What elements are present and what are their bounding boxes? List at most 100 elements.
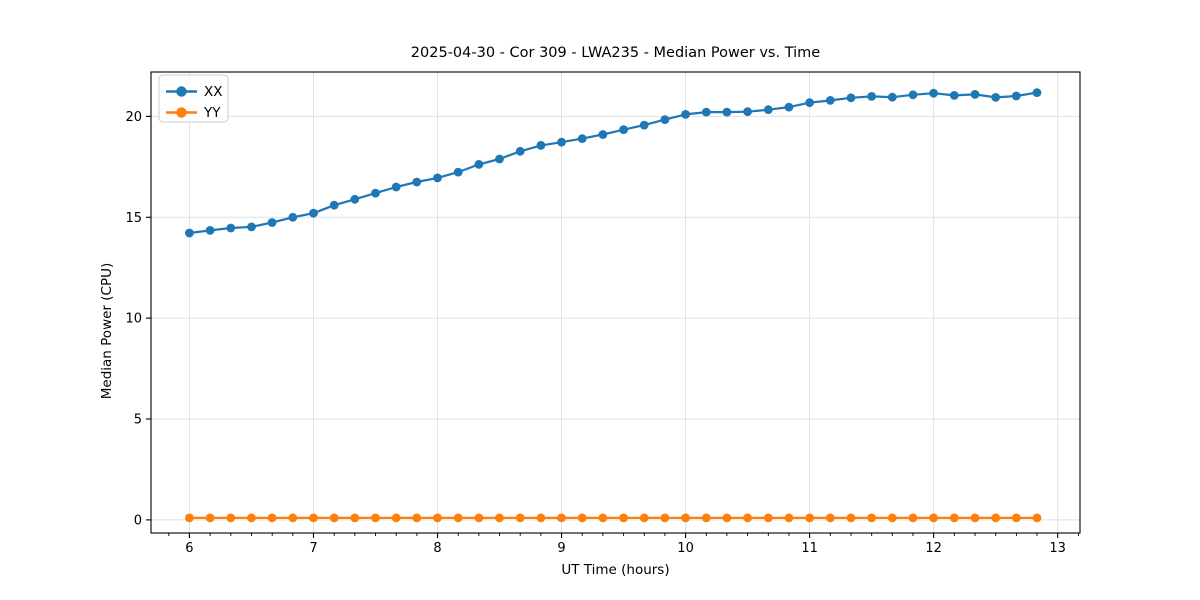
series-marker-yy — [205, 513, 215, 523]
series-marker-yy — [908, 513, 918, 523]
series-marker-xx — [226, 223, 236, 233]
series-marker-xx — [991, 93, 1001, 102]
series-marker-yy — [412, 513, 422, 523]
series-marker-yy — [743, 513, 752, 523]
series-marker-yy — [805, 513, 814, 523]
series-marker-xx — [763, 105, 773, 115]
x-axis-label: UT Time (hours) — [561, 562, 670, 578]
series-marker-xx — [970, 90, 980, 99]
series-marker-yy — [247, 513, 256, 523]
series-marker-yy — [557, 513, 566, 523]
series-marker-xx — [453, 167, 463, 177]
x-tick-label: 12 — [925, 541, 942, 556]
x-tick-label: 11 — [801, 541, 818, 556]
series-marker-yy — [536, 513, 546, 523]
x-tick-label: 10 — [677, 541, 694, 556]
series-marker-xx — [536, 141, 546, 150]
series-marker-yy — [453, 513, 463, 523]
series-marker-xx — [185, 228, 194, 238]
x-tick-label: 7 — [309, 541, 317, 556]
series-marker-yy — [226, 513, 236, 523]
series-marker-xx — [247, 222, 256, 232]
series-marker-yy — [681, 513, 690, 523]
series-marker-xx — [350, 194, 360, 204]
series-marker-xx — [929, 88, 938, 98]
series-marker-yy — [495, 513, 504, 523]
series-marker-xx — [557, 137, 566, 147]
series-marker-yy — [309, 513, 318, 523]
series-marker-xx — [1032, 88, 1042, 97]
y-tick-label: 5 — [134, 413, 142, 428]
y-tick-label: 20 — [125, 110, 142, 125]
series-marker-yy — [825, 513, 835, 523]
series-marker-xx — [433, 173, 442, 183]
series-marker-xx — [391, 182, 401, 192]
series-marker-xx — [681, 110, 690, 119]
x-tick-label: 9 — [557, 541, 565, 556]
series-marker-xx — [329, 200, 339, 210]
legend-item-label: YY — [203, 105, 221, 121]
series-marker-xx — [619, 125, 628, 135]
legend-item-label: XX — [204, 84, 223, 100]
series-marker-yy — [619, 513, 628, 523]
series-marker-xx — [887, 92, 897, 102]
x-tick-label: 6 — [185, 541, 193, 556]
series-marker-xx — [908, 90, 918, 100]
series-marker-yy — [185, 513, 194, 523]
series-marker-xx — [288, 212, 298, 222]
series-marker-xx — [495, 154, 504, 164]
series-marker-xx — [867, 92, 876, 101]
series-marker-xx — [371, 188, 380, 198]
series-marker-xx — [784, 102, 794, 112]
series-marker-xx — [267, 218, 277, 227]
series-marker-yy — [701, 513, 711, 523]
series-marker-xx — [309, 208, 318, 218]
series-marker-yy — [1011, 513, 1021, 523]
series-marker-yy — [474, 513, 484, 523]
series-marker-yy — [288, 513, 298, 523]
series-marker-xx — [805, 98, 814, 108]
legend-sample-marker — [176, 86, 187, 97]
series-marker-yy — [391, 513, 401, 523]
legend-box — [158, 74, 229, 123]
series-marker-yy — [1032, 513, 1042, 523]
series-marker-yy — [371, 513, 380, 523]
series-marker-xx — [515, 146, 525, 156]
series-marker-yy — [991, 513, 1001, 523]
series-marker-xx — [474, 160, 484, 169]
series-marker-xx — [205, 226, 215, 235]
series-marker-yy — [639, 513, 649, 523]
plot-border — [150, 71, 1081, 534]
series-marker-yy — [970, 513, 980, 523]
series-marker-xx — [743, 107, 752, 117]
series-marker-yy — [763, 513, 773, 523]
y-axis-label-text: Median Power (CPU) — [99, 262, 115, 400]
series-marker-yy — [722, 513, 732, 523]
series-marker-xx — [949, 91, 959, 100]
series-marker-yy — [660, 513, 670, 523]
series-marker-xx — [1011, 91, 1021, 101]
series-marker-xx — [577, 134, 587, 144]
series-marker-yy — [929, 513, 938, 523]
x-tick-label: 8 — [433, 541, 441, 556]
series-marker-yy — [577, 513, 587, 523]
series-marker-yy — [598, 513, 608, 523]
series-marker-yy — [329, 513, 339, 523]
series-marker-xx — [598, 130, 608, 139]
series-marker-yy — [784, 513, 794, 523]
series-marker-yy — [846, 513, 856, 523]
series-marker-xx — [825, 96, 835, 105]
series-marker-yy — [887, 513, 897, 523]
series-marker-xx — [639, 120, 649, 130]
series-marker-xx — [412, 177, 422, 187]
chart-title: 2025-04-30 - Cor 309 - LWA235 - Median P… — [410, 45, 821, 61]
series-marker-yy — [515, 513, 525, 523]
series-marker-xx — [846, 93, 856, 103]
series-marker-xx — [660, 115, 670, 124]
y-tick-label: 0 — [134, 513, 142, 528]
series-marker-xx — [701, 107, 711, 117]
x-tick-label: 13 — [1049, 541, 1066, 556]
series-marker-yy — [949, 513, 959, 523]
series-marker-xx — [722, 107, 732, 117]
